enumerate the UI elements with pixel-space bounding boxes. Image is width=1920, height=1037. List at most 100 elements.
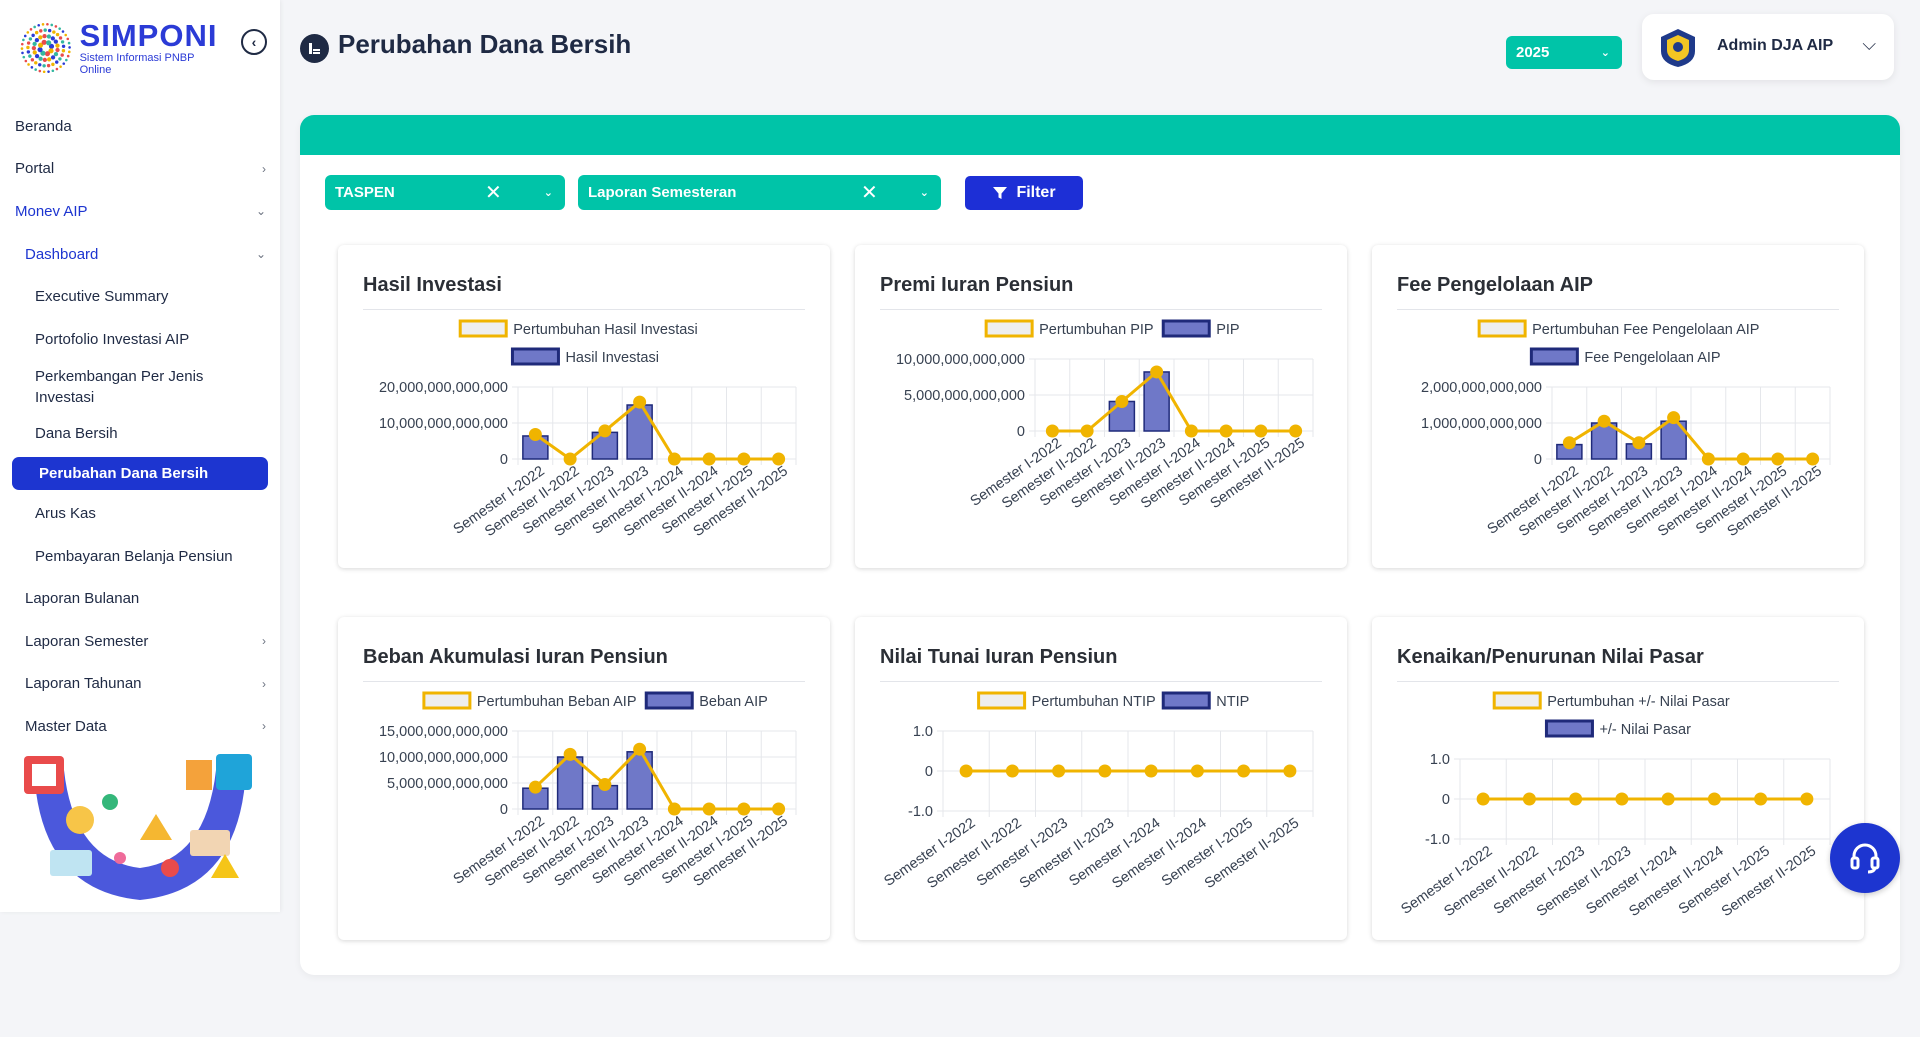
data-point [1562, 436, 1576, 450]
legend-swatch-bar [1529, 347, 1579, 366]
y-tick-label: 0 [1442, 792, 1450, 808]
sidebar-item-pembayaran-belanja-pensiun[interactable]: Pembayaran Belanja Pensiun [0, 535, 280, 578]
data-point [1754, 792, 1768, 806]
legend-swatch-bar [1161, 319, 1211, 338]
user-menu[interactable]: Admin DJA AIP ⌵ [1642, 14, 1894, 80]
y-tick-label: 15,000,000,000,000 [379, 724, 508, 740]
sidebar-item-label: Master Data [25, 717, 107, 735]
sidebar-item-laporan-bulanan[interactable]: Laporan Bulanan [0, 577, 280, 620]
simponi-logo[interactable]: SIMPONI Sistem Informasi PNBP Online [18, 18, 228, 78]
collapse-sidebar-icon[interactable]: ‹ [241, 29, 267, 55]
bar [1143, 371, 1170, 432]
y-tick-label: 0 [500, 802, 508, 818]
data-point [633, 395, 647, 409]
y-tick-label: 10,000,000,000,000 [379, 416, 508, 432]
chart-title-divider [1397, 681, 1839, 682]
sidebar-item-label: Dana Bersih [35, 425, 118, 443]
sidebar-illustration [24, 754, 252, 900]
report-type-select[interactable]: Laporan Semesteran ✕ ⌄ [578, 175, 941, 210]
sidebar-nav: Beranda Portal › Monev AIP ⌄ Dashboard ⌄ Execut… [0, 105, 280, 748]
chart-title-divider [880, 681, 1322, 682]
chart-title-divider [363, 681, 805, 682]
data-point [1597, 414, 1611, 428]
chevron-right-icon: › [262, 719, 266, 734]
sidebar-item-master-data[interactable]: Master Data › [0, 705, 280, 748]
sidebar-item-executive-summary[interactable]: Executive Summary [0, 275, 280, 318]
sidebar-item-label: Beranda [15, 117, 72, 135]
legend-swatch-bar [644, 691, 694, 710]
data-point [1615, 792, 1629, 806]
report-type-value: Laporan Semesteran [588, 184, 737, 201]
entity-value: TASPEN [335, 184, 395, 201]
brand-subtitle: Sistem Informasi PNBP Online [79, 52, 195, 76]
y-tick-label: -1.0 [908, 804, 933, 820]
sidebar-item-label: Arus Kas [35, 504, 96, 522]
sidebar-item-label: Laporan Tahunan [25, 675, 142, 693]
sidebar-item-perkembangan-per-jenis-investasi[interactable]: Perkembangan Per Jenis Investasi [0, 361, 280, 413]
clear-report-icon[interactable]: ✕ [861, 182, 878, 204]
y-tick-label: 5,000,000,000,000 [387, 776, 508, 792]
chevron-down-icon: ⌄ [543, 187, 553, 199]
sidebar-item-perubahan-dana-bersih[interactable]: Perubahan Dana Bersih [12, 457, 268, 491]
chart-title: Beban Akumulasi Iuran Pensiun [363, 646, 668, 668]
legend-swatch-line [1492, 691, 1542, 710]
legend-label: Pertumbuhan NTIP [1032, 694, 1156, 710]
bar [1108, 400, 1136, 432]
sidebar-item-label: Pembayaran Belanja Pensiun [35, 547, 233, 565]
y-tick-label: 0 [500, 452, 508, 468]
data-point [1098, 764, 1112, 778]
sidebar-item-laporan-tahunan[interactable]: Laporan Tahunan › [0, 663, 280, 706]
sidebar-item-dashboard[interactable]: Dashboard ⌄ [0, 233, 280, 276]
sidebar-item-laporan-semester[interactable]: Laporan Semester › [0, 620, 280, 663]
legend-label: Fee Pengelolaan AIP [1584, 350, 1720, 366]
data-point [1052, 764, 1066, 778]
data-point [737, 452, 751, 466]
help-button[interactable] [1830, 823, 1900, 893]
data-point [1806, 452, 1820, 466]
sidebar-item-dana-bersih[interactable]: Dana Bersih [0, 413, 280, 456]
sidebar-item-label: Laporan Semester [25, 632, 149, 650]
sidebar-item-portofolio-investasi-aip[interactable]: Portofolio Investasi AIP [0, 318, 280, 361]
sidebar-item-beranda[interactable]: Beranda [0, 105, 280, 148]
data-point [1569, 792, 1583, 806]
y-tick-label: 10,000,000,000,000 [896, 352, 1025, 368]
year-select[interactable]: 2025 ⌄ [1506, 36, 1622, 69]
bar [556, 756, 584, 810]
y-tick-label: 10,000,000,000,000 [379, 750, 508, 766]
main-panel: TASPEN ✕ ⌄ Laporan Semesteran ✕ ⌄ Filter… [300, 115, 1900, 975]
clear-entity-icon[interactable]: ✕ [485, 182, 502, 204]
data-point [598, 424, 612, 438]
data-point [1237, 764, 1251, 778]
chevron-down-icon: ⌄ [919, 187, 929, 199]
chevron-down-icon: ⌵ [1862, 34, 1876, 54]
chart-title-divider [880, 309, 1322, 310]
data-point [1701, 452, 1715, 466]
sidebar-item-portal[interactable]: Portal › [0, 148, 280, 191]
chart-title: Hasil Investasi [363, 274, 502, 296]
chart-svg: Pertumbuhan Fee Pengelolaan AIP Fee Penge… [1421, 319, 1831, 540]
chart-title-divider [363, 309, 805, 310]
simponi-logo-icon [20, 22, 71, 74]
sidebar-item-arus-kas[interactable]: Arus Kas [0, 492, 280, 535]
data-point [1005, 764, 1019, 778]
chart-title: Nilai Tunai Iuran Pensiun [880, 646, 1118, 668]
y-tick-label: 0 [925, 764, 933, 780]
data-point [1289, 424, 1303, 438]
sidebar-item-label: Dashboard [25, 245, 99, 263]
sidebar-item-monev-aip[interactable]: Monev AIP ⌄ [0, 190, 280, 233]
data-point [772, 802, 786, 816]
y-tick-label: 0 [1017, 424, 1025, 440]
data-point [1219, 424, 1233, 438]
legend-label: PIP [1216, 322, 1239, 338]
entity-select[interactable]: TASPEN ✕ ⌄ [325, 175, 565, 210]
data-point [737, 802, 751, 816]
data-point [563, 747, 577, 761]
data-point [1283, 764, 1297, 778]
sidebar-item-label: Portofolio Investasi AIP [35, 330, 190, 348]
chart-title-divider [1397, 309, 1839, 310]
sidebar-item-label: Executive Summary [35, 288, 169, 306]
filter-button[interactable]: Filter [965, 176, 1083, 210]
data-point [1080, 424, 1094, 438]
chart-card: Beban Akumulasi Iuran Pensiun Pertumbuhan… [338, 617, 830, 940]
